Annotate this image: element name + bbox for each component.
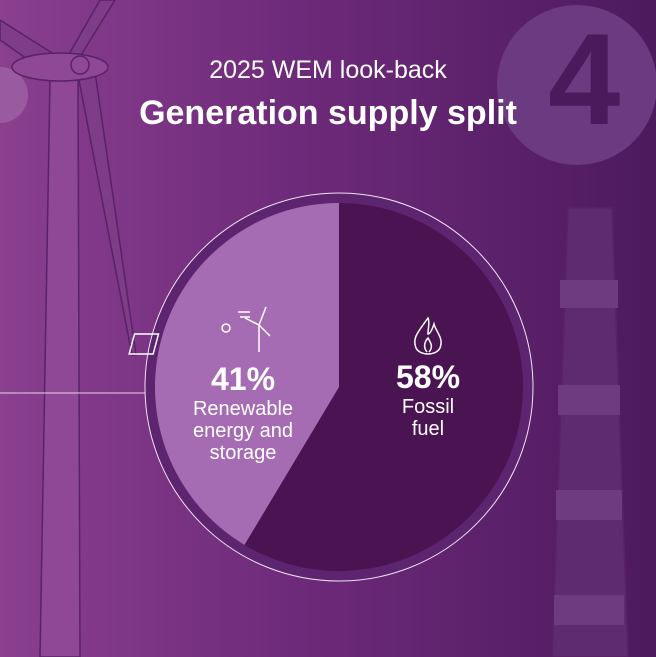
value-label: 58%: [395, 359, 461, 395]
pie-slice: [154, 203, 339, 545]
category-label: Fossil fuel: [401, 396, 455, 440]
value-label: 41%: [210, 361, 276, 397]
category-label: Renewable energy and storage: [192, 398, 294, 464]
page-badge: 4: [548, 6, 621, 152]
subtitle: 2025 WEM look-back: [209, 56, 447, 84]
pie: [154, 203, 523, 571]
chart-title: Generation supply split: [139, 94, 517, 132]
icons: [128, 306, 442, 355]
pie-slice: [244, 203, 523, 571]
